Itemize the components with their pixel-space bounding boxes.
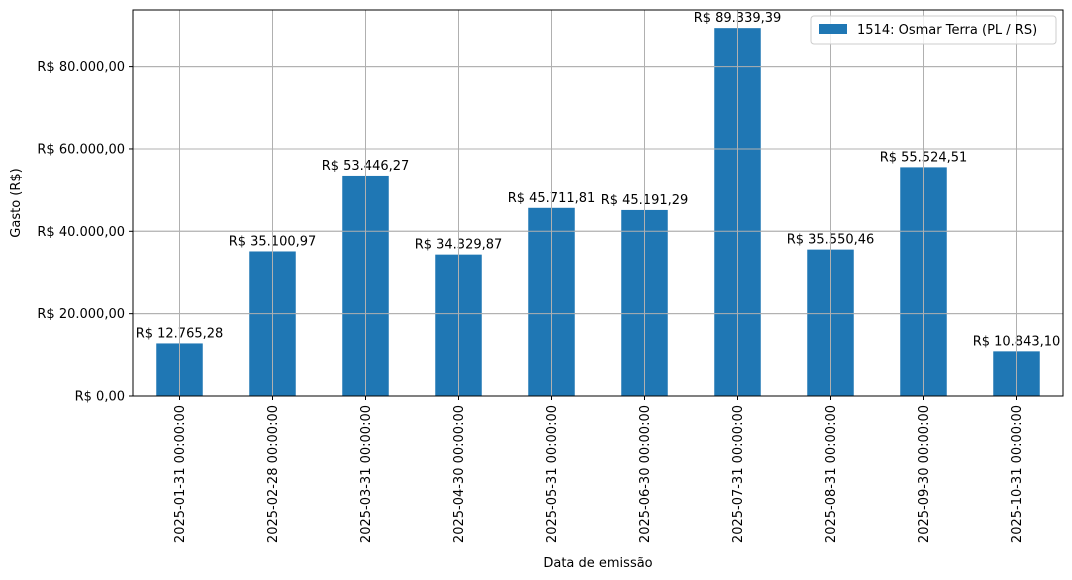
y-axis-ticks: R$ 0,00 R$ 20.000,00 R$ 40.000,00 R$ 60.000… — [37, 60, 133, 405]
x-tick-label: 2025-06-30 00:00:00 — [638, 405, 653, 543]
y-tick-label: R$ 0,00 — [75, 390, 125, 405]
x-tick-label: 2025-04-30 00:00:00 — [452, 405, 467, 543]
x-tick-label: 2025-07-31 00:00:00 — [731, 405, 746, 543]
y-tick-label: R$ 60.000,00 — [37, 142, 125, 157]
y-tick-label: R$ 80.000,00 — [37, 60, 125, 75]
y-axis-title: Gasto (R$) — [9, 168, 24, 237]
x-axis-title: Data de emissão — [543, 556, 652, 571]
y-tick-label: R$ 20.000,00 — [37, 307, 125, 322]
x-tick-label: 2025-09-30 00:00:00 — [917, 405, 932, 543]
x-tick-label: 2025-10-31 00:00:00 — [1010, 405, 1025, 543]
legend: 1514: Osmar Terra (PL / RS) — [810, 15, 1057, 45]
y-tick-label: R$ 40.000,00 — [37, 225, 125, 240]
legend-label: 1514: Osmar Terra (PL / RS) — [857, 23, 1037, 38]
legend-swatch — [819, 24, 847, 34]
x-tick-label: 2025-08-31 00:00:00 — [824, 405, 839, 543]
x-tick-label: 2025-05-31 00:00:00 — [545, 405, 560, 543]
x-tick-label: 2025-02-28 00:00:00 — [266, 405, 281, 543]
x-tick-label: 2025-01-31 00:00:00 — [173, 405, 188, 543]
bars — [156, 28, 1040, 397]
x-axis-ticks: 2025-01-31 00:00:00 2025-02-28 00:00:00 20… — [173, 396, 1025, 543]
plot-frame — [132, 9, 1064, 397]
x-tick-label: 2025-03-31 00:00:00 — [359, 405, 374, 543]
bar-value-labels: R$ 12.765,28R$ 35.100,97R$ 53.446,27R$ 3… — [133, 10, 1063, 397]
legend-box — [810, 15, 1057, 45]
